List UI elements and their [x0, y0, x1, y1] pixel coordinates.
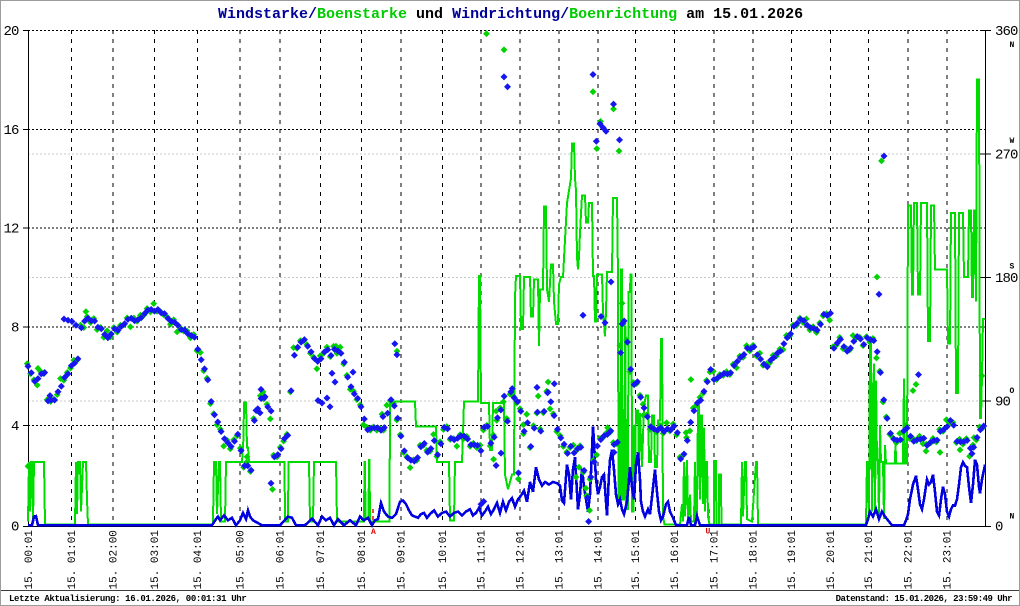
svg-text:O: O — [1010, 387, 1015, 396]
svg-text:4: 4 — [11, 419, 19, 435]
svg-text:15. 01:01: 15. 01:01 — [67, 530, 79, 590]
svg-text:Letzte Aktualisierung: 16.01.2: Letzte Aktualisierung: 16.01.2026, 00:01… — [9, 594, 246, 604]
svg-text:15. 13:01: 15. 13:01 — [555, 530, 567, 590]
svg-text:15. 12:01: 15. 12:01 — [516, 530, 528, 590]
svg-text:15. 06:01: 15. 06:01 — [275, 530, 287, 590]
svg-text:20: 20 — [3, 24, 19, 40]
svg-text:0: 0 — [995, 520, 1003, 536]
svg-text:15. 02:00: 15. 02:00 — [108, 530, 120, 589]
svg-text:15. 03:01: 15. 03:01 — [150, 530, 162, 590]
svg-text:U: U — [706, 528, 711, 537]
svg-text:15. 09:01: 15. 09:01 — [396, 530, 408, 590]
svg-text:N: N — [1010, 41, 1015, 50]
svg-text:15. 22:01: 15. 22:01 — [904, 530, 916, 590]
svg-text:180: 180 — [995, 271, 1018, 287]
svg-text:15. 10:01: 15. 10:01 — [438, 530, 450, 590]
svg-text:Windstarke/Boenstarke und Wind: Windstarke/Boenstarke und Windrichtung/B… — [218, 6, 803, 23]
svg-text:15. 07:01: 15. 07:01 — [316, 530, 328, 590]
svg-text:15. 20:01: 15. 20:01 — [826, 530, 838, 590]
svg-text:360: 360 — [995, 24, 1018, 40]
svg-text:15. 05:00: 15. 05:00 — [235, 530, 247, 589]
svg-text:15. 17:01: 15. 17:01 — [709, 530, 721, 590]
svg-text:12: 12 — [3, 222, 19, 238]
svg-text:Datenstand: 15.01.2026, 23:59:: Datenstand: 15.01.2026, 23:59:49 Uhr — [836, 594, 1013, 604]
svg-text:16: 16 — [3, 123, 19, 139]
svg-text:15. 08:01: 15. 08:01 — [357, 530, 369, 590]
svg-text:15. 04:01: 15. 04:01 — [193, 530, 205, 590]
svg-text:N: N — [1010, 513, 1015, 522]
svg-text:15. 00:01: 15. 00:01 — [24, 530, 36, 590]
svg-text:A: A — [371, 528, 376, 537]
svg-text:S: S — [1010, 263, 1015, 272]
svg-text:W: W — [1010, 137, 1015, 146]
svg-text:15. 19:01: 15. 19:01 — [787, 530, 799, 590]
svg-text:15. 11:01: 15. 11:01 — [476, 530, 488, 590]
svg-text:15. 18:01: 15. 18:01 — [748, 530, 760, 590]
svg-text:15. 23:01: 15. 23:01 — [943, 530, 955, 590]
svg-text:15. 16:01: 15. 16:01 — [670, 530, 682, 590]
svg-text:8: 8 — [11, 320, 19, 336]
svg-text:15. 21:01: 15. 21:01 — [864, 530, 876, 590]
svg-text:15. 14:01: 15. 14:01 — [594, 530, 606, 590]
svg-text:0: 0 — [11, 520, 19, 536]
svg-text:270: 270 — [995, 148, 1018, 164]
svg-text:15. 15:01: 15. 15:01 — [631, 530, 643, 590]
svg-text:90: 90 — [995, 395, 1011, 411]
